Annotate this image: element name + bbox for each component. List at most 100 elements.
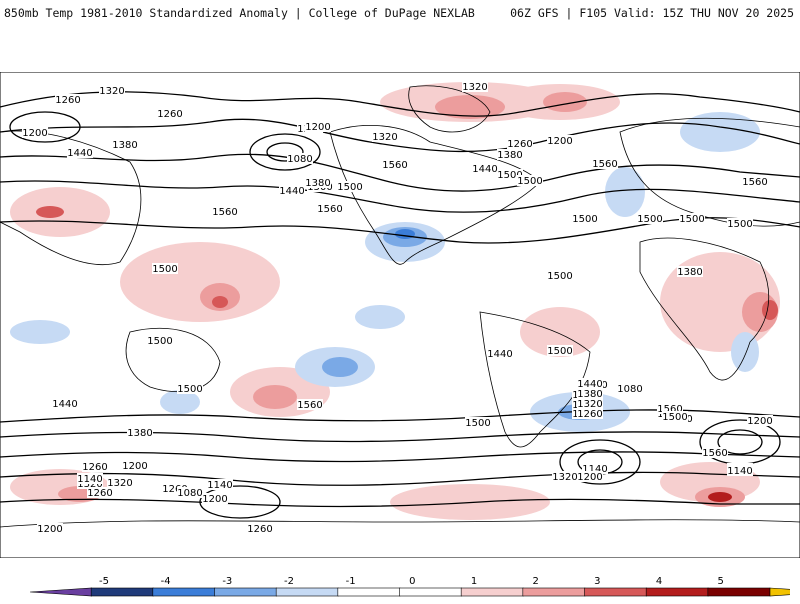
contour-label-bg <box>127 427 153 438</box>
contour-label-bg <box>507 138 533 149</box>
colorbar-box <box>707 587 771 597</box>
contour-label-bg <box>517 175 543 186</box>
contour-label: 1560 <box>742 177 767 188</box>
colorbar-tick-label: 1 <box>471 576 477 587</box>
contour-label: 1500 <box>547 271 572 282</box>
colorbar-tick-label: 2 <box>532 576 538 587</box>
contour-label-bg <box>317 203 343 214</box>
contour-label: 1200 <box>577 472 602 483</box>
anomaly-colorbar: -5 -4 -3 -2 -1 0 1 2 3 4 5 <box>10 570 800 600</box>
contour-label-bg <box>577 388 603 399</box>
contour-label: 1260 <box>577 409 602 420</box>
contour-label: 1380 <box>112 140 137 151</box>
colorbar-tick-label: -5 <box>99 576 109 587</box>
colorbar-box <box>275 587 339 597</box>
anomaly-fields <box>10 82 780 520</box>
contour-label: 1200 <box>122 461 147 472</box>
colorbar-tick-label: 5 <box>717 576 723 587</box>
contour-label-bg <box>582 463 608 474</box>
contour-label: 1500 <box>517 176 542 187</box>
contour-label: 1560 <box>297 400 322 411</box>
contour-label-bg <box>747 415 773 426</box>
contour-label: 1200 <box>37 524 62 535</box>
contour-label-bg <box>177 487 203 498</box>
contour-label: 1380 <box>497 150 522 161</box>
contour-label: 1200 <box>305 122 330 133</box>
contour-label: 1500 <box>177 384 202 395</box>
contour-label-bg <box>52 398 78 409</box>
map-header: 850mb Temp 1981-2010 Standardized Anomal… <box>0 0 800 26</box>
contour-label-bg <box>207 479 233 490</box>
contour-label: 1500 <box>147 336 172 347</box>
contour-label: 1260 <box>82 462 107 473</box>
contour-label: 1320 <box>462 82 487 93</box>
height-contours <box>0 91 800 519</box>
contour-label-bg <box>372 131 398 142</box>
contour-label: 1260 <box>157 109 182 120</box>
contour-label-bg <box>287 153 313 164</box>
contour-label: 1500 <box>679 214 704 225</box>
contour-label-bg <box>77 473 103 484</box>
contour-label: 1380 <box>677 267 702 278</box>
contour-label: 1080 <box>177 488 202 499</box>
colorbar-tick-label: 4 <box>656 576 662 587</box>
colorbar-box <box>584 587 647 597</box>
contour-label-bg <box>99 85 125 96</box>
colorbar-tick-label: -3 <box>222 576 232 587</box>
contour-label: 1380 <box>127 428 152 439</box>
contour-label: 1500 <box>152 264 177 275</box>
contour-label: 1560 <box>592 159 617 170</box>
contour-label-bg <box>382 159 408 170</box>
colorbar-box <box>645 587 709 597</box>
colorbar-tick-label: -2 <box>284 576 294 587</box>
contour-label-bg <box>592 158 618 169</box>
contour-label-bg <box>107 477 133 488</box>
contour-label-bg <box>547 135 573 146</box>
colorbar-max-arrow <box>769 587 800 597</box>
contour-label: 1140 <box>77 474 102 485</box>
contour-label-bg <box>297 399 323 410</box>
contour-label: 1260 <box>507 139 532 150</box>
contour-label: 1140 <box>582 464 607 475</box>
contour-label-bg <box>162 483 188 494</box>
contour-label-bg <box>637 213 663 224</box>
contour-label: 1080 <box>617 384 642 395</box>
contour-label: 1440 <box>279 186 304 197</box>
contour-label-bg <box>547 270 573 281</box>
contour-label-bg <box>157 108 183 119</box>
contour-label: 1140 <box>207 480 232 491</box>
contour-label: 1500 <box>547 346 572 357</box>
colorbar-box <box>522 587 586 597</box>
contour-label: 1500 <box>637 214 662 225</box>
contour-label: 1380 <box>305 178 330 189</box>
contour-label-bg <box>547 345 573 356</box>
contour-label-bg <box>212 206 238 217</box>
contour-label-bg <box>577 408 603 419</box>
contour-label-bg <box>577 378 603 389</box>
contour-label: 1560 <box>317 204 342 215</box>
contour-label: 1320 <box>77 479 102 490</box>
contour-label: 1500 <box>465 418 490 429</box>
model-run-info: 06Z GFS | F105 Valid: 15Z THU NOV 20 202… <box>510 6 794 20</box>
contour-label-bg <box>22 127 48 138</box>
coastlines <box>0 85 800 528</box>
contour-label-bg <box>742 176 768 187</box>
contour-label: 1440 <box>472 164 497 175</box>
map-title: 850mb Temp 1981-2010 Standardized Anomal… <box>4 6 475 20</box>
contour-label-bg <box>337 181 363 192</box>
contour-label-bg <box>37 523 63 534</box>
contour-label: 1140 <box>727 466 752 477</box>
contour-label-bg <box>147 335 173 346</box>
contour-label-bg <box>112 139 138 150</box>
contour-label: 1320 <box>107 478 132 489</box>
colorbar-min-arrow <box>29 587 92 597</box>
contour-label-bg <box>87 487 113 498</box>
contour-label: 1200 <box>747 416 772 427</box>
colorbar-tick-label: 0 <box>409 576 415 587</box>
contour-label-bg <box>177 383 203 394</box>
contour-label: 1200 <box>547 136 572 147</box>
colorbar-box <box>460 587 524 597</box>
contour-label-bg <box>497 169 523 180</box>
contour-label-bg <box>55 94 81 105</box>
contour-label-bg <box>727 218 753 229</box>
